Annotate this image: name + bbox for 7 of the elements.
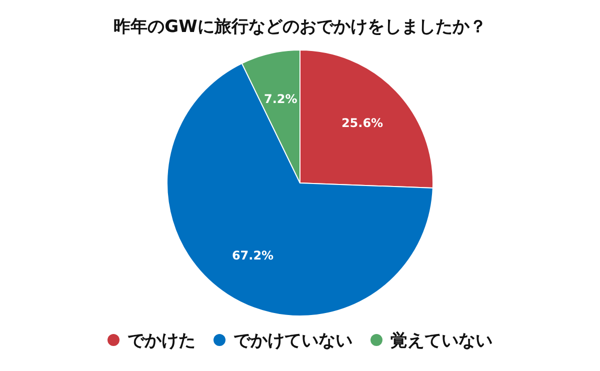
- data-label: 7.2%: [264, 92, 298, 106]
- legend-label: 覚えていない: [390, 331, 492, 351]
- legend-label: でかけていない: [234, 331, 352, 351]
- legend-label: でかけた: [128, 331, 196, 351]
- data-label: 67.2%: [232, 248, 274, 262]
- data-label: 25.6%: [341, 116, 384, 130]
- chart-title: 昨年のGWに旅行などのおでかけをしましたか？: [114, 17, 486, 37]
